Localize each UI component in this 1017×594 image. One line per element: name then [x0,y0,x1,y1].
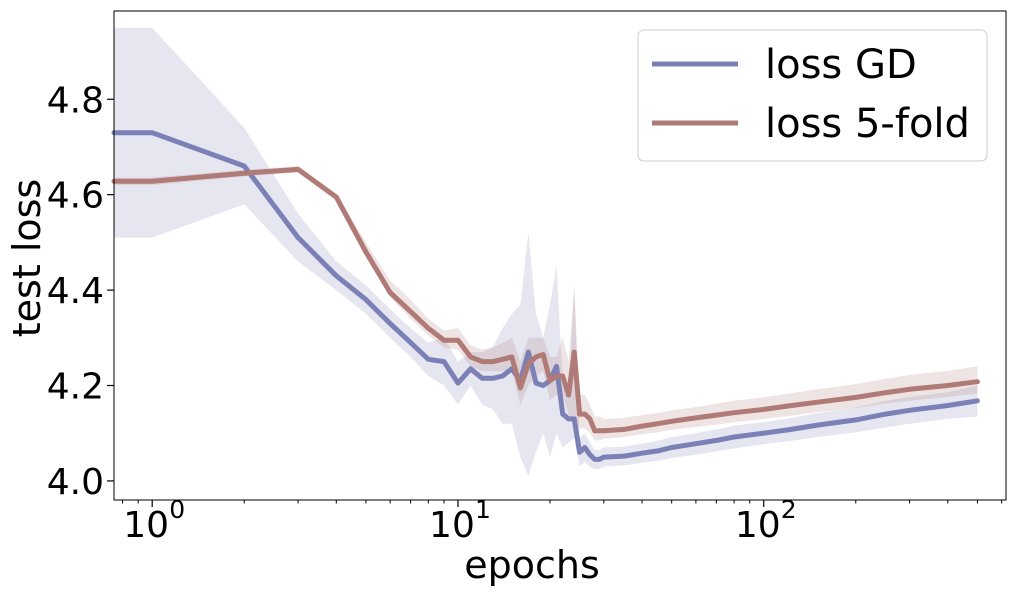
y-tick-label: 4.8 [47,80,104,121]
x-tick-label-exponent: 0 [169,495,185,524]
x-axis-label: epochs [464,543,600,587]
y-tick-label: 4.4 [47,271,104,312]
x-tick-label-exponent: 2 [781,495,797,524]
legend: loss GD loss 5-fold [637,29,988,162]
y-tick-label: 4.0 [47,462,104,503]
legend-label-1: loss GD [765,42,917,88]
y-axis-ticks: 4.0 4.2 4.4 4.6 4.8 [47,80,114,503]
y-axis-label: test loss [5,179,49,337]
line-series-1 [111,130,980,462]
series-lines [111,130,980,462]
x-tick-label-exponent: 1 [475,495,491,524]
y-tick-label: 4.2 [47,367,104,408]
x-tick-label: 10 [735,505,781,546]
x-axis-ticks: 10 0 10 1 10 2 [122,495,1003,546]
x-tick-label: 10 [429,505,475,546]
y-tick-label: 4.6 [47,176,104,217]
plot-frame [113,10,1007,501]
legend-label-2: loss 5-fold [765,101,970,147]
x-tick-label: 10 [123,505,169,546]
line-series-2 [111,166,980,434]
